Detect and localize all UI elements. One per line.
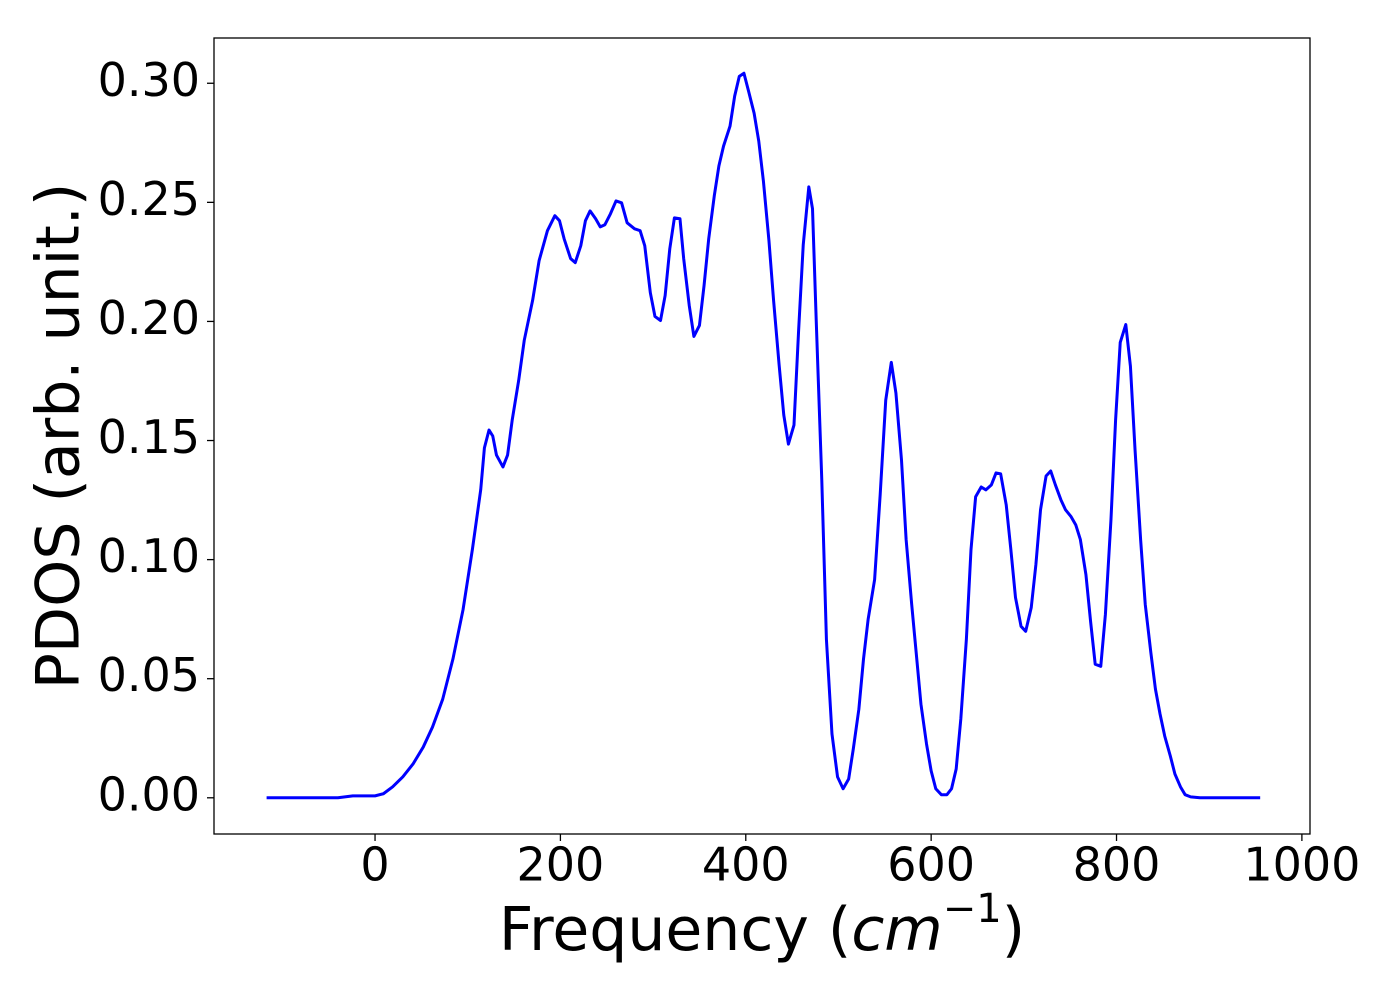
x-tick-label: 0 [360, 838, 389, 892]
y-tick-label: 0.15 [98, 410, 200, 464]
y-tick-label: 0.25 [98, 172, 200, 226]
x-tick-label: 800 [1073, 838, 1161, 892]
x-tick-label: 400 [702, 838, 790, 892]
x-tick-label: 600 [887, 838, 975, 892]
y-tick-label: 0.30 [98, 53, 200, 107]
x-tick-label: 1000 [1243, 838, 1360, 892]
y-tick-label: 0.00 [98, 767, 200, 821]
x-axis-title: Frequency (cm−1) [499, 886, 1025, 965]
y-tick-label: 0.10 [98, 529, 200, 583]
x-axis-title-part: −1 [943, 886, 1002, 932]
y-tick-label: 0.20 [98, 291, 200, 345]
x-axis-title-part: ) [1002, 895, 1025, 965]
line [266, 71, 1261, 800]
x-tick-label: 200 [517, 838, 605, 892]
plot-frame [213, 37, 1311, 835]
y-axis-title: PDOS (arb. unit.) [24, 183, 94, 690]
y-tick-label: 0.05 [98, 648, 200, 702]
x-axis-title-part: Frequency ( [499, 895, 851, 965]
x-axis-title-part: cm [851, 895, 942, 965]
